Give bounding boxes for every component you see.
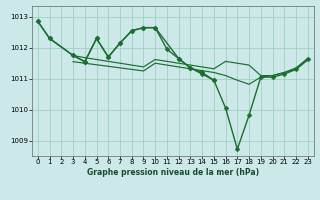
X-axis label: Graphe pression niveau de la mer (hPa): Graphe pression niveau de la mer (hPa): [87, 168, 259, 177]
